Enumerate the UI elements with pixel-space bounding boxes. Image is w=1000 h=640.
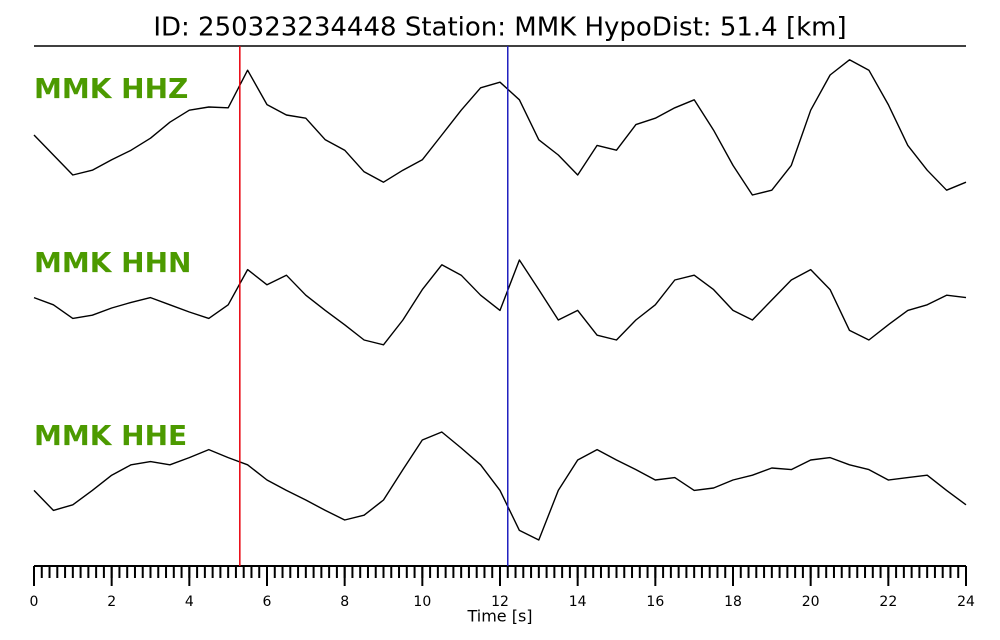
x-tick-label: 4 — [185, 594, 194, 610]
x-tick-label: 20 — [802, 594, 820, 610]
x-tick-label: 8 — [340, 594, 349, 610]
x-tick-label: 0 — [30, 594, 39, 610]
x-tick-label: 12 — [491, 594, 509, 610]
x-tick-label: 6 — [263, 594, 272, 610]
x-tick-label: 10 — [413, 594, 431, 610]
trace-label: MMK HHZ — [34, 72, 188, 105]
chart-title: ID: 250323234448 Station: MMK HypoDist: … — [153, 13, 846, 43]
trace-label: MMK HHE — [34, 419, 187, 452]
x-tick-label: 16 — [646, 594, 664, 610]
x-axis-label: Time [s] — [466, 607, 532, 626]
x-tick-label: 24 — [957, 594, 975, 610]
trace — [33, 59, 967, 196]
x-tick-label: 18 — [724, 594, 742, 610]
trace — [33, 259, 967, 346]
trace — [33, 431, 967, 541]
trace-label: MMK HHN — [34, 246, 191, 279]
x-tick-label: 22 — [879, 594, 897, 610]
x-tick-label: 2 — [107, 594, 116, 610]
x-tick-label: 14 — [569, 594, 587, 610]
